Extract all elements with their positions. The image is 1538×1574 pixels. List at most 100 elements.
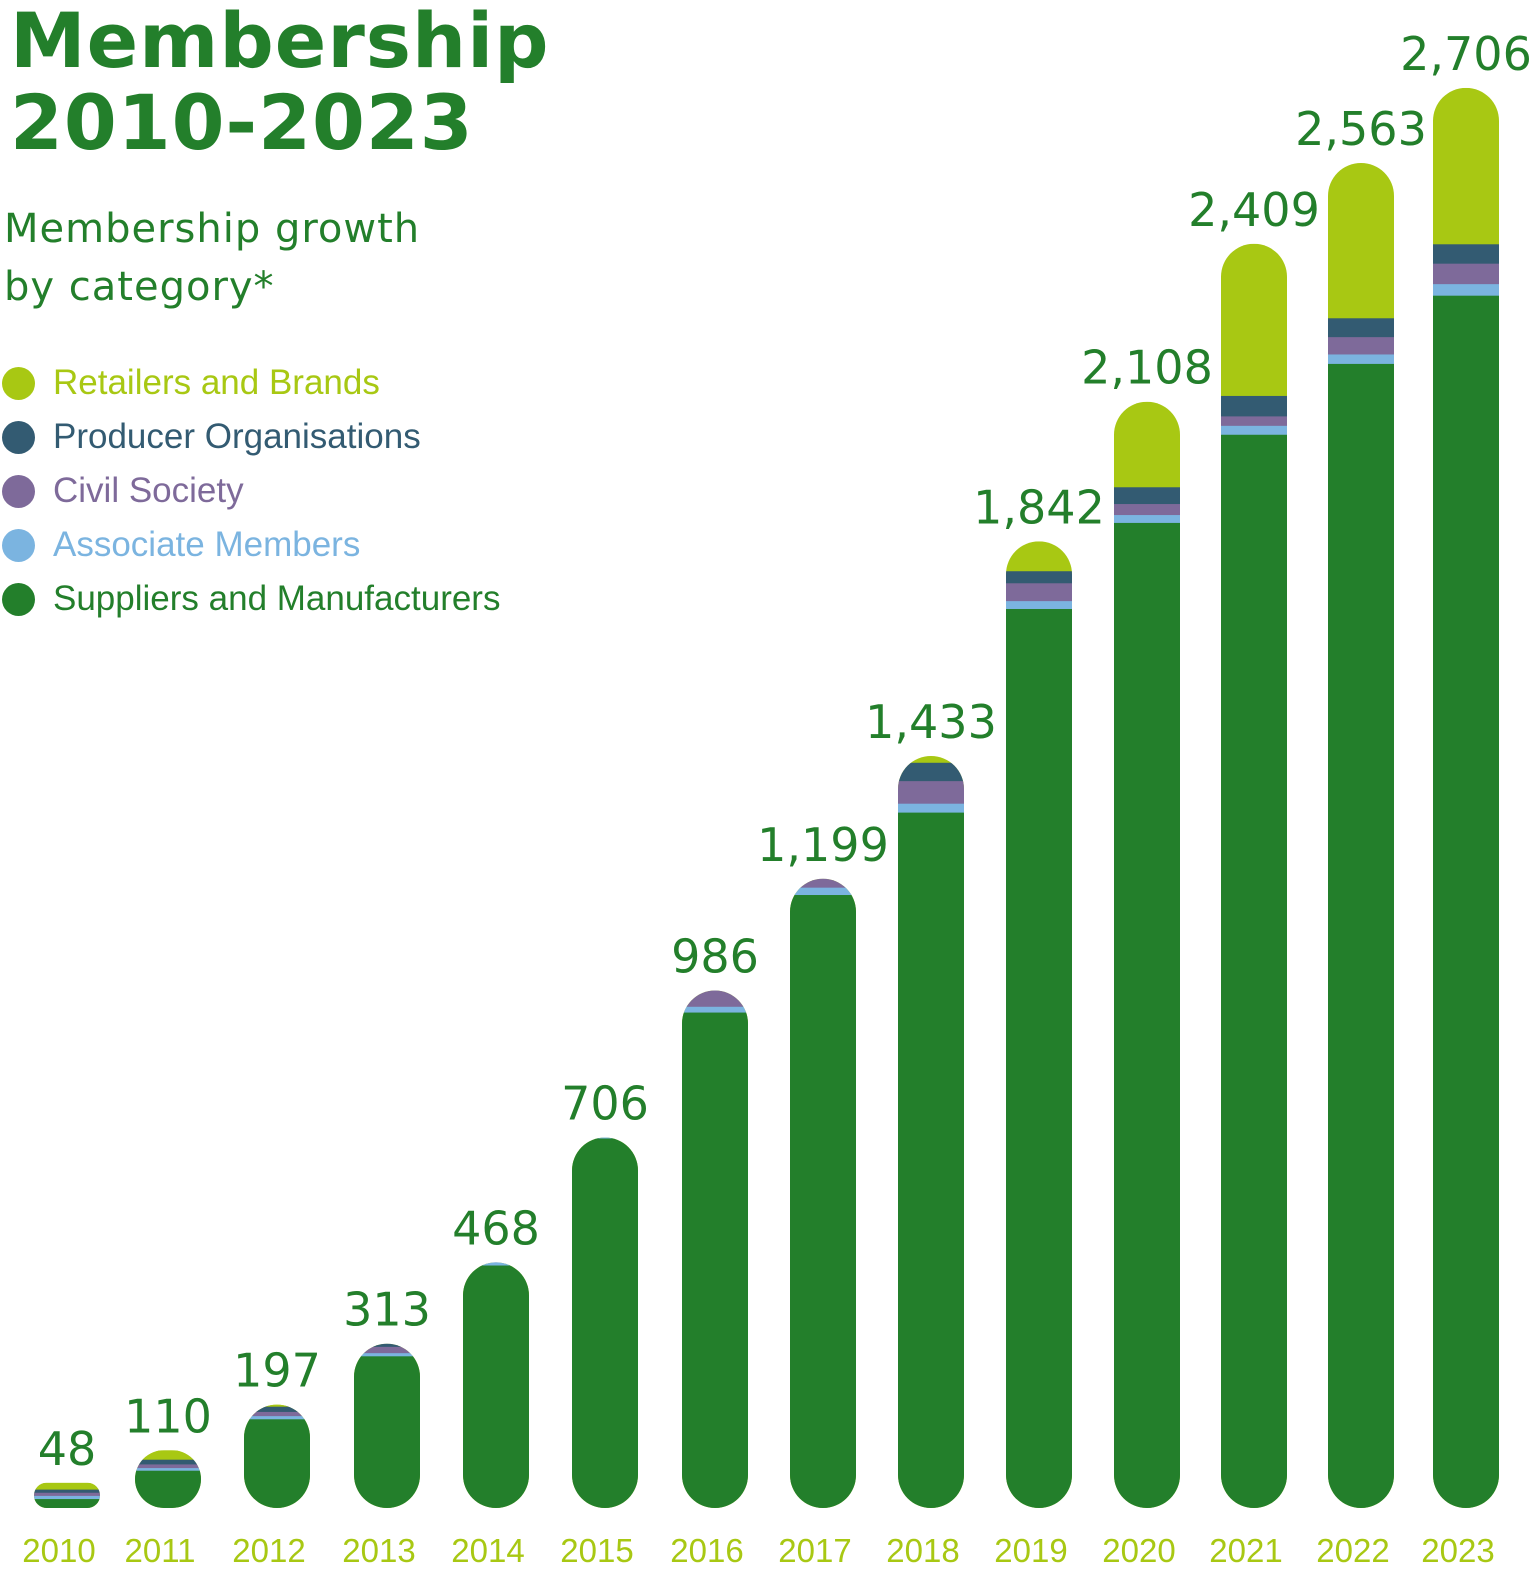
total-label-2014: 468: [452, 1201, 540, 1255]
bar-segment-2023-3: [1433, 244, 1499, 264]
bar-segment-2018-2: [898, 780, 964, 804]
bar-segment-2016-0: [682, 1012, 748, 1508]
bar-segment-2020-3: [1114, 487, 1180, 505]
x-tick-2020: 2020: [1102, 1532, 1175, 1569]
bar-segment-2019-1: [1006, 600, 1072, 609]
bar-segment-2011-1: [135, 1467, 201, 1471]
bar-2011: [135, 1450, 201, 1508]
chart-subtitle: Membership growth by category*: [4, 200, 420, 316]
bar-segment-2012-3: [244, 1406, 310, 1412]
bar-2023: [1433, 87, 1499, 1508]
x-tick-2021: 2021: [1209, 1532, 1282, 1569]
total-label-2013: 313: [343, 1283, 431, 1337]
bar-2012: [244, 1404, 310, 1508]
legend-item-associates: Associate Members: [2, 518, 500, 572]
total-label-2018: 1,433: [865, 695, 997, 749]
x-tick-2012: 2012: [232, 1532, 305, 1569]
total-label-2023: 2,706: [1400, 27, 1532, 81]
bar-segment-2017-0: [790, 894, 856, 1508]
total-label-2019: 1,842: [973, 480, 1105, 534]
bar-segment-2022-0: [1328, 363, 1394, 1508]
bar-segment-2021-3: [1221, 395, 1287, 417]
x-tick-2017: 2017: [778, 1532, 851, 1569]
bar-segment-2018-1: [898, 803, 964, 813]
bar-segment-2019-2: [1006, 582, 1072, 602]
subtitle-line-2: by category*: [4, 264, 275, 310]
bar-segment-2012-1: [244, 1415, 310, 1420]
bar-segment-2022-2: [1328, 336, 1394, 355]
bar-segment-2010-1: [34, 1495, 100, 1500]
bar-2016: [682, 990, 748, 1508]
bar-2021: [1221, 243, 1287, 1508]
bar-segment-2023-0: [1433, 295, 1499, 1508]
legend-label-civil-society: Civil Society: [53, 471, 244, 510]
bar-segment-2012-4: [244, 1404, 310, 1407]
total-label-2020: 2,108: [1081, 341, 1213, 395]
bar-segment-2023-1: [1433, 283, 1499, 296]
x-tick-2019: 2019: [994, 1532, 1067, 1569]
bar-segment-2014-1: [463, 1262, 529, 1266]
bar-segment-2022-1: [1328, 353, 1394, 364]
total-label-2012: 197: [233, 1344, 321, 1398]
legend: Retailers and Brands Producer Organisati…: [2, 356, 500, 626]
bar-segment-2011-4: [135, 1450, 201, 1460]
legend-item-retailers: Retailers and Brands: [2, 356, 500, 410]
bar-segment-2011-3: [135, 1459, 201, 1465]
x-tick-2011: 2011: [125, 1532, 196, 1569]
legend-swatch-civil-society: [2, 474, 35, 508]
bar-segment-2020-1: [1114, 514, 1180, 523]
bar-segment-2018-3: [898, 762, 964, 782]
legend-item-suppliers: Suppliers and Manufacturers: [2, 572, 500, 626]
title-line-2: 2010-2023: [10, 78, 474, 167]
legend-swatch-producers: [2, 420, 35, 454]
bar-segment-2010-2: [34, 1492, 100, 1496]
x-tick-2015: 2015: [560, 1532, 633, 1569]
bar-2015: [572, 1137, 638, 1508]
bar-segment-2020-0: [1114, 522, 1180, 1509]
bar-segment-2013-2: [354, 1346, 420, 1354]
bar-segment-2012-0: [244, 1418, 310, 1508]
bar-segment-2014-0: [463, 1265, 529, 1508]
bar-segment-2013-0: [354, 1355, 420, 1508]
x-tick-2016: 2016: [670, 1532, 743, 1569]
bar-segment-2020-2: [1114, 503, 1180, 516]
bar-segment-2010-3: [34, 1489, 100, 1493]
legend-label-producers: Producer Organisations: [53, 417, 421, 456]
subtitle-line-1: Membership growth: [4, 206, 421, 252]
total-label-2017: 1,199: [757, 818, 889, 872]
bar-segment-2011-2: [135, 1463, 201, 1469]
bar-2020: [1114, 401, 1180, 1509]
total-label-2011: 110: [124, 1389, 212, 1443]
bar-segment-2016-2: [682, 990, 748, 1007]
bar-segment-2022-3: [1328, 318, 1394, 338]
bar-segment-2015-1: [572, 1137, 638, 1139]
bar-2019: [1006, 541, 1072, 1508]
x-tick-2014: 2014: [451, 1532, 524, 1569]
bar-segment-2021-1: [1221, 425, 1287, 435]
bar-2018: [898, 755, 964, 1508]
bar-segment-2018-0: [898, 812, 964, 1508]
bar-2022: [1328, 162, 1394, 1508]
title-line-1: Membership: [10, 0, 550, 85]
bar-segment-2010-4: [34, 1482, 100, 1490]
bar-segment-2012-2: [244, 1411, 310, 1417]
bar-segment-2013-1: [354, 1352, 420, 1357]
bar-segment-2019-3: [1006, 571, 1072, 584]
bar-2010: [34, 1482, 100, 1508]
bar-segment-2010-0: [34, 1498, 100, 1508]
x-tick-2010: 2010: [22, 1532, 95, 1569]
legend-item-civil-society: Civil Society: [2, 464, 500, 518]
bar-segment-2011-0: [135, 1470, 201, 1508]
x-tick-2018: 2018: [886, 1532, 959, 1569]
legend-item-producers: Producer Organisations: [2, 410, 500, 464]
x-tick-2023: 2023: [1421, 1532, 1494, 1569]
x-tick-2013: 2013: [342, 1532, 415, 1569]
bar-segment-2017-2: [790, 878, 856, 888]
bar-2014: [463, 1262, 529, 1508]
chart-title: Membership 2010-2023: [10, 0, 550, 164]
bar-2017: [790, 878, 856, 1508]
legend-swatch-suppliers: [2, 582, 35, 616]
legend-label-retailers: Retailers and Brands: [53, 363, 380, 402]
bar-segment-2016-1: [682, 1006, 748, 1013]
bar-segment-2013-3: [354, 1343, 420, 1347]
